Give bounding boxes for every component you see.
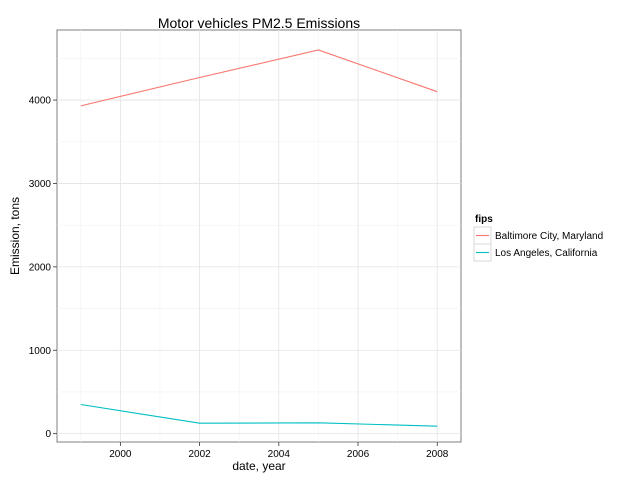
- major-grid: [57, 30, 461, 442]
- x-tick-label: 2006: [347, 449, 370, 460]
- x-tick-label: 2008: [426, 449, 449, 460]
- y-tick-label: 1000: [29, 346, 52, 357]
- y-axis-title: Emission, tons: [8, 197, 22, 275]
- y-tick-label: 4000: [29, 96, 52, 107]
- x-tick-label: 2002: [188, 449, 211, 460]
- legend-label: Baltimore City, Maryland: [495, 231, 603, 242]
- legend-title: fips: [475, 214, 493, 225]
- series-line-2: [80, 403, 438, 427]
- series-lines: [80, 49, 438, 427]
- x-tick-label: 2000: [109, 449, 132, 460]
- legend: fips Baltimore City, Maryland Los Angeles…: [473, 214, 603, 262]
- x-tick-label: 2004: [268, 449, 291, 460]
- legend-label: Los Angeles, California: [495, 248, 598, 259]
- y-tick-label: 0: [45, 429, 51, 440]
- y-tick-label: 3000: [29, 179, 52, 190]
- x-axis-ticks: 2000 2002 2004 2006 2008: [109, 442, 449, 460]
- plot-panel: [56, 29, 462, 443]
- series-line-1: [80, 49, 438, 107]
- chart-title: Motor vehicles PM2.5 Emissions: [158, 15, 360, 31]
- y-axis-ticks: 0 1000 2000 3000 4000: [29, 96, 57, 440]
- minor-grid: [57, 30, 461, 442]
- x-axis-title: date, year: [232, 459, 285, 473]
- y-tick-label: 2000: [29, 262, 52, 273]
